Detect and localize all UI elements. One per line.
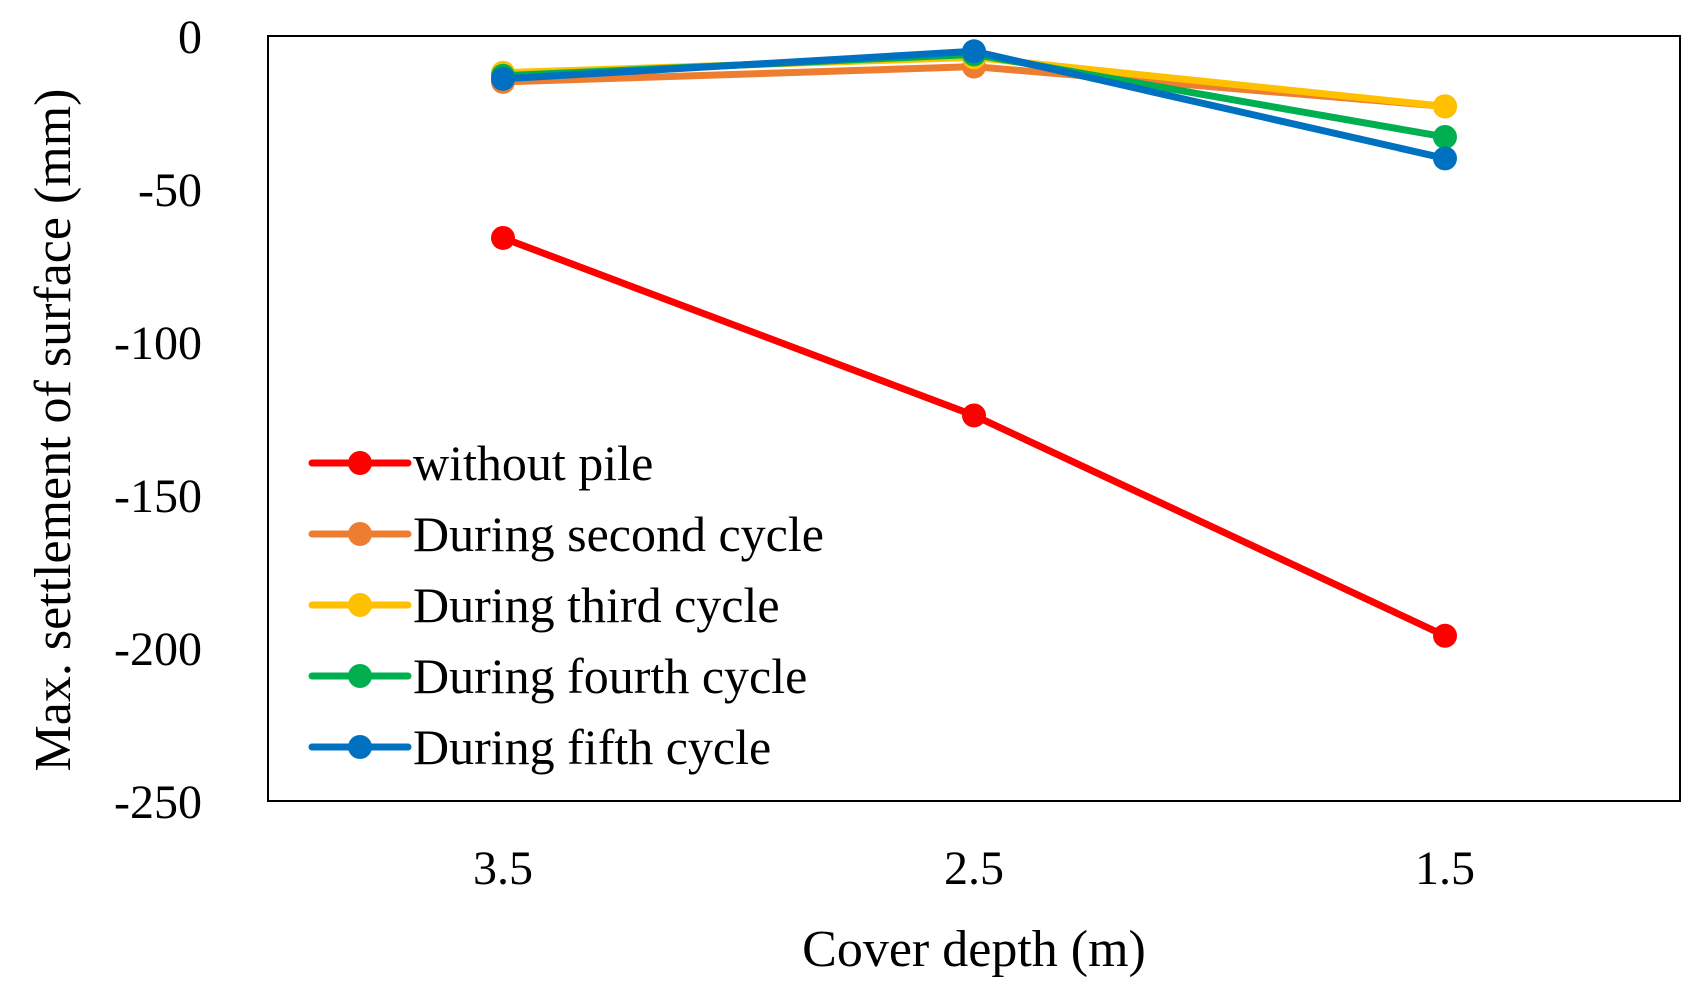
data-point [962,403,986,428]
legend-entry: During fifth cycle [308,719,771,775]
y-tick-label: 0 [178,11,202,64]
y-axis-ticks: 0 -50 -100 -150 -200 -250 [114,11,202,829]
data-point [1433,94,1457,119]
legend-entry: without pile [308,435,653,491]
data-point [1433,124,1457,149]
plot-area-frame [267,35,1681,802]
legend-swatch-marker [348,451,372,475]
y-tick-label: -200 [114,623,202,676]
y-tick-label: -150 [114,470,202,523]
legend-label: During third cycle [413,577,780,633]
legend: without pile During second cycle During th… [308,435,824,775]
data-point [1433,146,1457,171]
legend-swatch-marker [348,735,372,759]
x-tick-label: 2.5 [944,842,1004,895]
legend-entry: During second cycle [308,506,824,562]
legend-label: During fourth cycle [413,648,807,704]
legend-entry: During third cycle [308,577,780,633]
legend-swatch-marker [348,664,372,688]
y-tick-label: -100 [114,317,202,370]
legend-label: During second cycle [413,506,824,562]
x-tick-label: 1.5 [1415,842,1475,895]
y-tick-label: -50 [138,164,202,217]
data-point [962,39,986,64]
series-during-fifth-cycle [491,39,1457,171]
legend-swatch-marker [348,522,372,546]
x-axis-ticks: 3.5 2.5 1.5 [473,842,1475,895]
x-axis-label: Cover depth (m) [802,921,1146,978]
series-without-pile [491,225,1457,648]
legend-label: During fifth cycle [413,719,771,775]
legend-swatch-marker [348,593,372,617]
legend-entry: During fourth cycle [308,648,807,704]
data-point [491,66,515,91]
x-tick-label: 3.5 [473,842,533,895]
legend-label: without pile [413,435,653,491]
data-point [1433,623,1457,648]
data-point [491,225,515,250]
y-axis-label: Max. settlement of surface (mm) [25,89,82,772]
y-tick-label: -250 [114,776,202,829]
series-layer [491,39,1457,648]
